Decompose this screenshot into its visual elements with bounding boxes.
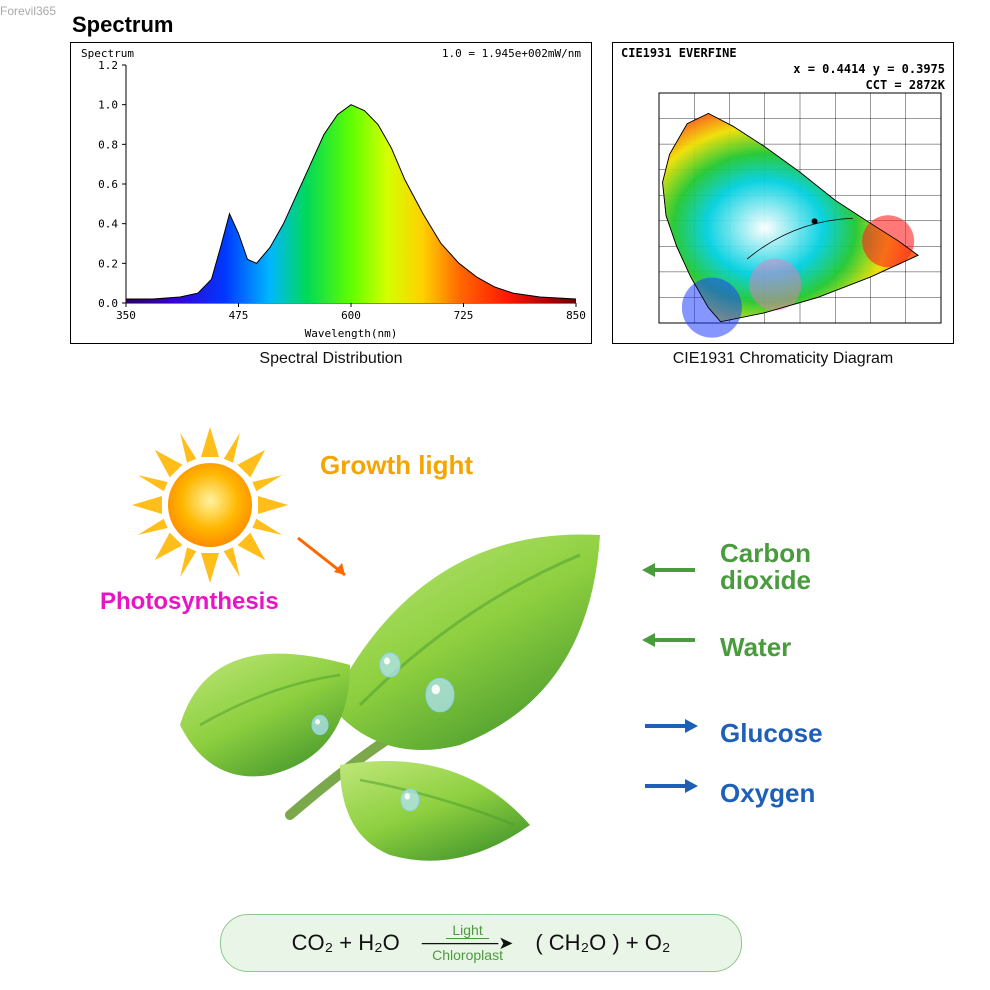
- output-label-oxygen: Oxygen: [720, 778, 815, 809]
- svg-text:x = 0.4414 y = 0.3975: x = 0.4414 y = 0.3975: [793, 62, 945, 76]
- svg-text:0.8: 0.8: [98, 138, 118, 151]
- arrow-in-icon: [640, 630, 700, 650]
- light-arrow-icon: [290, 530, 370, 590]
- svg-text:CIE1931 EVERFINE: CIE1931 EVERFINE: [621, 46, 737, 60]
- arrow-in-icon: [640, 560, 700, 580]
- svg-text:1.0 = 1.945e+002mW/nm: 1.0 = 1.945e+002mW/nm: [442, 47, 581, 60]
- eq-rhs: ( CH₂O ) + O₂: [535, 930, 670, 956]
- svg-text:475: 475: [229, 309, 249, 322]
- watermark: Forevil365: [0, 4, 56, 18]
- cie-caption: CIE1931 Chromaticity Diagram: [612, 350, 954, 368]
- spectral-panel: Spectrum1.0 = 1.945e+002mW/nm0.00.20.40.…: [70, 42, 592, 368]
- svg-text:CCT = 2872K: CCT = 2872K: [866, 78, 946, 92]
- spectrum-title: Spectrum: [72, 12, 950, 38]
- svg-text:Wavelength(nm): Wavelength(nm): [305, 327, 398, 340]
- photosynthesis-section: Growth light Photosynthesis Carbondioxid…: [0, 400, 990, 990]
- input-label-co2: Carbondioxide: [720, 540, 811, 595]
- svg-text:0.6: 0.6: [98, 178, 118, 191]
- svg-text:1.2: 1.2: [98, 59, 118, 72]
- svg-text:725: 725: [454, 309, 474, 322]
- svg-text:350: 350: [116, 309, 136, 322]
- spectral-caption: Spectral Distribution: [70, 350, 592, 368]
- svg-text:0.2: 0.2: [98, 257, 118, 270]
- svg-text:0.0: 0.0: [98, 297, 118, 310]
- arrow-out-icon: [640, 776, 700, 796]
- growth-light-label: Growth light: [320, 450, 473, 481]
- cie-panel: CIE1931 EVERFINE x = 0.4414 y = 0.3975 CCT…: [612, 42, 954, 368]
- photosynthesis-label: Photosynthesis: [100, 588, 279, 616]
- eq-arrow: Light ──────➤ Chloroplast: [422, 923, 514, 964]
- leaf-icon: [160, 495, 630, 885]
- svg-text:0.4: 0.4: [98, 218, 118, 231]
- eq-lhs: CO₂ + H₂O: [292, 930, 400, 956]
- cie-chart: CIE1931 EVERFINE x = 0.4414 y = 0.3975 CCT…: [613, 43, 953, 343]
- output-label-glucose: Glucose: [720, 718, 823, 749]
- spectrum-section: Spectrum Spectrum1.0 = 1.945e+002mW/nm0.…: [70, 12, 950, 372]
- svg-text:1.0: 1.0: [98, 99, 118, 112]
- input-label-water: Water: [720, 632, 791, 663]
- svg-text:600: 600: [341, 309, 361, 322]
- svg-text:850: 850: [566, 309, 586, 322]
- arrow-out-icon: [640, 716, 700, 736]
- equation-box: CO₂ + H₂O Light ──────➤ Chloroplast ( CH…: [220, 914, 742, 972]
- spectral-chart: Spectrum1.0 = 1.945e+002mW/nm0.00.20.40.…: [71, 43, 591, 343]
